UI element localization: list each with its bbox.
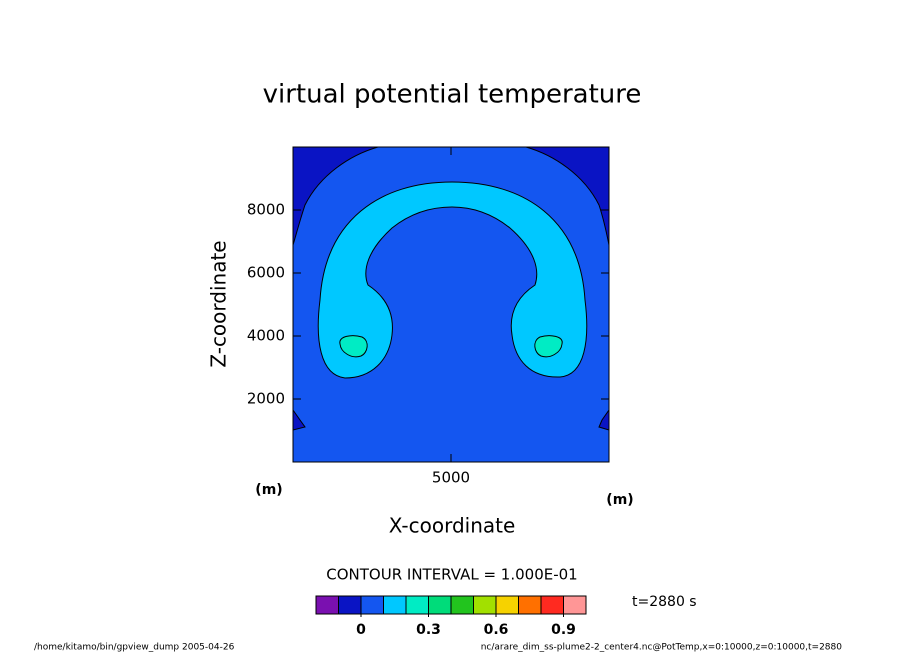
- y-tick-label: 6000: [247, 264, 285, 282]
- colorbar-tick-label: 0.9: [551, 622, 576, 638]
- colorbar-tick-label: 0.6: [484, 622, 509, 638]
- contour-region: [534, 335, 563, 358]
- footer-right: nc/arare_dim_ss-plume2-2_center4.nc@PotT…: [481, 643, 843, 653]
- colorbar-box: [450, 595, 474, 615]
- colorbar-box: [383, 595, 407, 615]
- colorbar-box: [405, 595, 429, 615]
- colorbar-box: [338, 595, 362, 615]
- colorbar-box: [428, 595, 452, 615]
- contour-field: [293, 147, 609, 462]
- y-tick-label: 2000: [247, 390, 285, 408]
- y-unit: (m): [255, 482, 282, 498]
- contour-region: [293, 147, 379, 246]
- y-tick-label: 4000: [247, 327, 285, 345]
- contour-region: [317, 181, 588, 379]
- colorbar-box: [518, 595, 542, 615]
- y-tick-label: 8000: [247, 201, 285, 219]
- colorbar-tick-label: 0: [356, 622, 366, 638]
- time-label: t=2880 s: [632, 594, 697, 610]
- contour-region: [293, 409, 306, 431]
- x-unit: (m): [606, 492, 633, 508]
- contour-region: [525, 147, 609, 246]
- contour-interval: CONTOUR INTERVAL = 1.000E-01: [326, 566, 577, 584]
- colorbar-box: [563, 595, 587, 615]
- chart-title: virtual potential temperature: [263, 80, 642, 110]
- colorbar-box: [473, 595, 497, 615]
- footer-left: /home/kitamo/bin/gpview_dump 2005-04-26: [34, 643, 235, 653]
- x-tick-label: 5000: [432, 469, 470, 487]
- x-axis-label: X-coordinate: [389, 514, 516, 538]
- colorbar-box: [540, 595, 564, 615]
- contour-region: [598, 409, 609, 431]
- colorbar-box: [315, 595, 339, 615]
- colorbar-box: [495, 595, 519, 615]
- colorbar-box: [360, 595, 384, 615]
- colorbar-tick-label: 0.3: [416, 622, 441, 638]
- contour-region: [339, 335, 368, 358]
- y-axis-label: Z-coordinate: [207, 240, 231, 367]
